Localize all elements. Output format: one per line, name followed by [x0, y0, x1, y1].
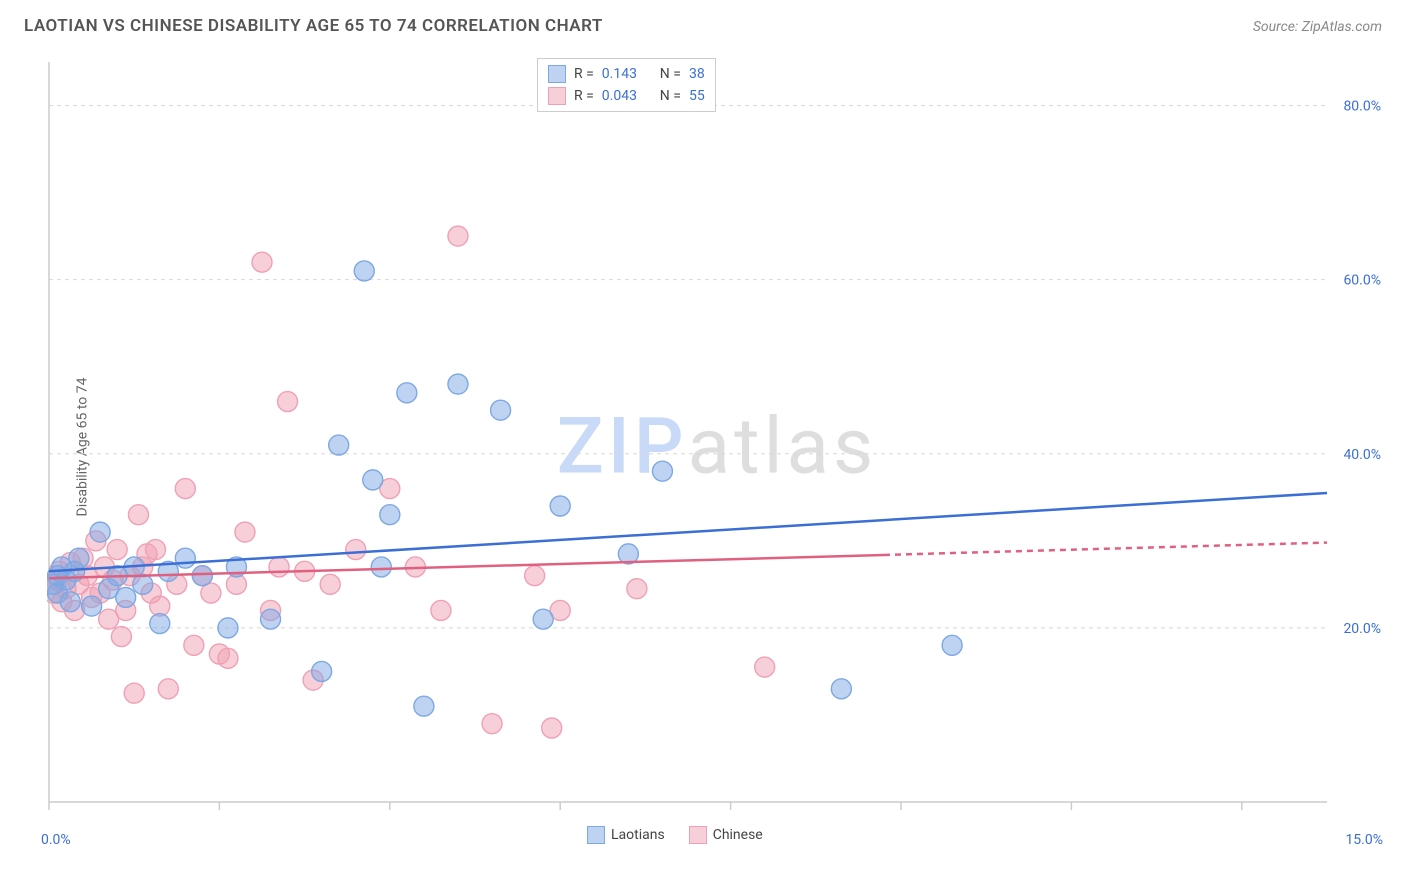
chinese-point [146, 540, 166, 560]
chinese-point [184, 635, 204, 655]
chinese-point [269, 557, 289, 577]
n-value: 55 [689, 88, 705, 104]
laotians-point [363, 470, 383, 490]
stats-legend-row: R = 0.043 N = 55 [548, 85, 705, 107]
laotians-point [60, 592, 80, 612]
stats-legend-row: R = 0.143 N = 38 [548, 63, 705, 85]
series-label: Laotians [611, 827, 665, 843]
laotians-point [218, 618, 238, 638]
series-legend: Laotians Chinese [587, 826, 763, 844]
stats-legend: R = 0.143 N = 38 R = 0.043 N = 55 [537, 58, 716, 112]
y-tick-label: 40.0% [1343, 447, 1381, 463]
laotians-point [261, 609, 281, 629]
chinese-point [235, 522, 255, 542]
laotians-point [69, 548, 89, 568]
laotians-point [831, 679, 851, 699]
x-axis-max-label: 15.0% [1345, 832, 1383, 848]
chinese-point [107, 540, 127, 560]
chart-area: Disability Age 65 to 74 ZIPatlas 20.0%40… [47, 52, 1387, 842]
laotians-point [133, 574, 153, 594]
laotians-point [175, 548, 195, 568]
n-value: 38 [689, 66, 705, 82]
series-label: Chinese [713, 827, 763, 843]
chinese-point [755, 657, 775, 677]
laotians-point [371, 557, 391, 577]
legend-swatch [548, 87, 566, 105]
y-tick-label: 80.0% [1343, 99, 1381, 115]
r-label: R = [574, 88, 594, 104]
chinese-point [175, 479, 195, 499]
legend-swatch [689, 826, 707, 844]
r-value: 0.143 [602, 66, 652, 82]
chinese-trendline-dashed [884, 543, 1327, 555]
laotians-point [354, 261, 374, 281]
chinese-point [111, 627, 131, 647]
laotians-point [312, 661, 332, 681]
chinese-point [124, 683, 144, 703]
chinese-point [482, 714, 502, 734]
chinese-point [542, 718, 562, 738]
y-tick-label: 20.0% [1343, 621, 1381, 637]
n-label: N = [660, 88, 681, 104]
laotians-point [192, 566, 212, 586]
chinese-point [128, 505, 148, 525]
laotians-point [329, 435, 349, 455]
chinese-point [431, 600, 451, 620]
chinese-point [252, 252, 272, 272]
laotians-point [414, 696, 434, 716]
r-label: R = [574, 66, 594, 82]
legend-swatch [587, 826, 605, 844]
chinese-point [320, 574, 340, 594]
laotians-point [448, 374, 468, 394]
laotians-point [90, 522, 110, 542]
series-legend-item: Chinese [689, 826, 763, 844]
laotians-point [380, 505, 400, 525]
chinese-point [346, 540, 366, 560]
chinese-point [278, 392, 298, 412]
x-axis-min-label: 0.0% [41, 832, 71, 848]
laotians-point [82, 596, 102, 616]
laotians-point [942, 635, 962, 655]
legend-swatch [548, 65, 566, 83]
series-legend-item: Laotians [587, 826, 665, 844]
chart-title: LAOTIAN VS CHINESE DISABILITY AGE 65 TO … [24, 16, 603, 36]
chinese-point [627, 579, 647, 599]
r-value: 0.043 [602, 88, 652, 104]
scatter-plot-svg: 20.0% 40.0% 60.0% 80.0% [47, 52, 1387, 842]
chinese-point [525, 566, 545, 586]
y-tick-label: 60.0% [1343, 273, 1381, 289]
chinese-point [448, 226, 468, 246]
laotians-point [533, 609, 553, 629]
laotians-point [652, 461, 672, 481]
n-label: N = [660, 66, 681, 82]
laotians-point [491, 400, 511, 420]
laotians-point [150, 614, 170, 634]
chinese-point [218, 648, 238, 668]
laotians-point [550, 496, 570, 516]
laotians-point [397, 383, 417, 403]
chinese-point [158, 679, 178, 699]
laotians-point [116, 587, 136, 607]
source-attribution: Source: ZipAtlas.com [1253, 19, 1382, 35]
